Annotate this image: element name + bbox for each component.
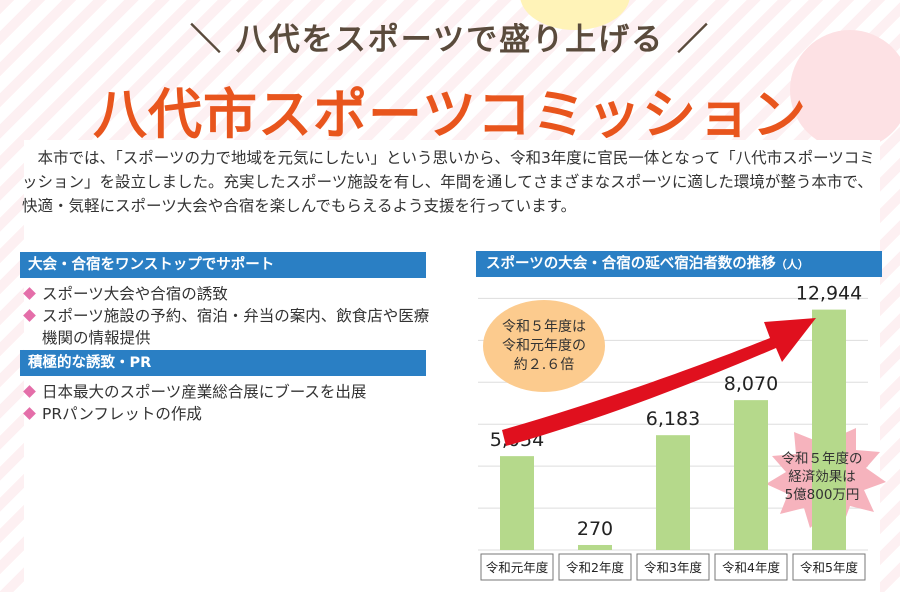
category-label: 令和4年度 xyxy=(722,560,780,575)
growth-callout-line: 令和５年度は xyxy=(502,318,586,335)
tagline: ＼ 八代をスポーツで盛り上げる ／ xyxy=(190,22,710,58)
page-title: 八代市スポーツコミッション xyxy=(93,83,807,146)
category-box xyxy=(714,553,788,581)
growth-callout-line: 約２.６倍 xyxy=(513,356,575,373)
list-item: スポーツ施設の予約、宿泊・弁当の案内、飲食店や医療機関の情報提供 xyxy=(22,305,432,349)
bar-value-label: 6,183 xyxy=(646,408,700,430)
chart-unit: （人） xyxy=(775,258,809,271)
bar xyxy=(812,309,846,550)
bar xyxy=(578,544,612,550)
category-label: 令和5年度 xyxy=(800,560,858,575)
list-item: スポーツ大会や合宿の誘致 xyxy=(22,283,432,305)
section-header-promotion: 積極的な誘致・PR xyxy=(20,350,426,376)
growth-callout-line: 令和元年度の xyxy=(502,337,586,354)
category-label: 令和2年度 xyxy=(566,560,624,575)
bar xyxy=(734,400,768,550)
category-label: 令和元年度 xyxy=(486,560,549,575)
promotion-list: 日本最大のスポーツ産業総合展にブースを出展 PRパンフレットの作成 xyxy=(22,381,432,425)
category-label: 令和3年度 xyxy=(644,560,702,575)
category-box xyxy=(558,553,632,581)
bar-value-label: 12,944 xyxy=(796,283,862,305)
economic-callout: 令和５年度の 経済効果は 5億800万円 xyxy=(762,450,882,504)
bar-value-label: 270 xyxy=(577,518,613,540)
economic-callout-line: 5億800万円 xyxy=(784,487,860,503)
economic-callout-line: 令和５年度の xyxy=(781,451,863,467)
list-item: 日本最大のスポーツ産業総合展にブースを出展 xyxy=(22,381,432,403)
category-box xyxy=(480,553,554,581)
list-item-text: 日本最大のスポーツ産業総合展にブースを出展 xyxy=(42,383,367,401)
list-item-text: スポーツ大会や合宿の誘致 xyxy=(42,285,228,303)
category-box xyxy=(792,553,866,581)
support-list: スポーツ大会や合宿の誘致 スポーツ施設の予約、宿泊・弁当の案内、飲食店や医療機関… xyxy=(22,283,432,349)
intro-paragraph: 本市では、「スポーツの力で地域を元気にしたい」という思いから、令和3年度に官民一… xyxy=(22,149,875,215)
category-box xyxy=(636,553,710,581)
decor-circle-pink xyxy=(790,30,900,150)
list-item-text: スポーツ施設の予約、宿泊・弁当の案内、飲食店や医療機関の情報提供 xyxy=(42,307,430,347)
bar xyxy=(500,456,534,550)
bar xyxy=(656,435,690,550)
list-item-text: PRパンフレットの作成 xyxy=(42,405,202,423)
list-item: PRパンフレットの作成 xyxy=(22,403,432,425)
bar-value-label: 8,070 xyxy=(724,373,778,395)
economic-callout-line: 経済効果は xyxy=(788,469,856,485)
chart-title: スポーツの大会・合宿の延べ宿泊者数の推移 xyxy=(486,256,776,272)
chart-header: スポーツの大会・合宿の延べ宿泊者数の推移（人） xyxy=(476,251,882,277)
growth-arrow-icon xyxy=(502,318,816,446)
section-header-support: 大会・合宿をワンストップでサポート xyxy=(20,252,426,278)
growth-callout-bubble: 令和５年度は 令和元年度の 約２.６倍 xyxy=(483,300,605,392)
